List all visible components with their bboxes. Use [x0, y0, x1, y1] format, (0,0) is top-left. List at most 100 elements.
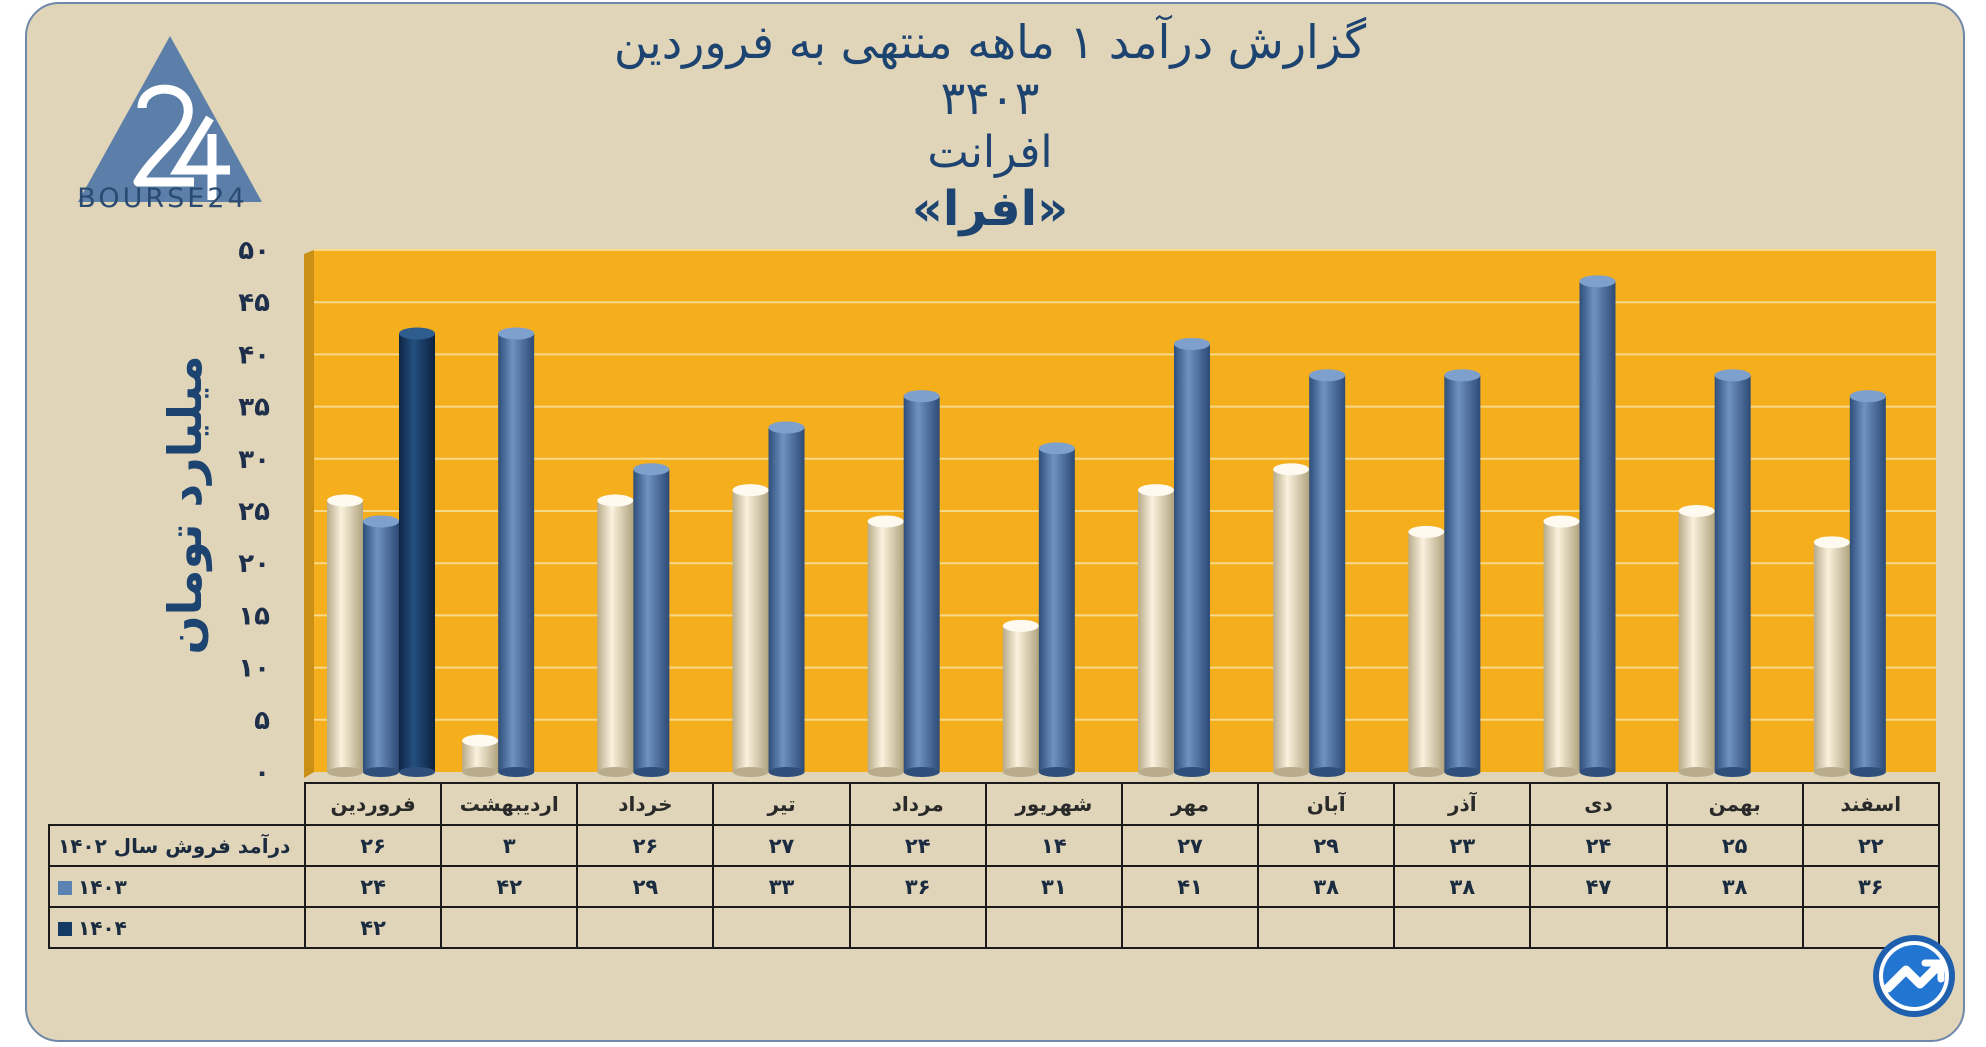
- y-tick-label: ۲۰: [238, 549, 270, 579]
- bar: [498, 327, 535, 777]
- bar: [1002, 619, 1039, 777]
- series-label: ۱۴۰۴: [48, 906, 306, 949]
- y-tick-label: ۲۵: [238, 497, 270, 527]
- data-label: ۳۶: [848, 865, 987, 908]
- trend-arrow-icon: [1873, 935, 1955, 1017]
- data-label: [1393, 906, 1532, 949]
- data-label: ۴۱: [1120, 865, 1260, 908]
- y-tick-label: ۰: [254, 758, 270, 788]
- x-tick-label: فروردین: [303, 782, 443, 826]
- logo-text: BOURSE24: [77, 183, 248, 214]
- bar: [1579, 275, 1616, 777]
- y-tick-label: ۱۰: [238, 654, 270, 684]
- data-label: ۲۶: [576, 824, 715, 867]
- bar: [462, 734, 499, 777]
- data-label: ۲۴: [303, 865, 443, 908]
- data-label: ۳۸: [1665, 865, 1804, 908]
- data-label: ۲۵: [1665, 824, 1804, 867]
- series-name: ۱۴۰۳: [78, 874, 127, 899]
- bar: [1408, 525, 1445, 777]
- y-tick-label: ۴۰: [238, 340, 270, 370]
- title-line-3: «افرا»: [911, 180, 1069, 237]
- bar: [633, 463, 670, 777]
- y-tick-label: ۱۵: [238, 601, 270, 631]
- data-label: ۳۸: [1393, 865, 1532, 908]
- data-label: [1257, 906, 1396, 949]
- bar: [1038, 442, 1075, 777]
- table-row: درآمد فروش سال ۱۴۰۲ ۲۶ ۳ ۲۶ ۲۷ ۲۴ ۱۴ ۲۷ ۲۹ ۲۳ ۲۴ ۲۵…: [48, 824, 1940, 867]
- data-label: [712, 906, 851, 949]
- y-tick-label: ۵۰: [238, 236, 270, 266]
- data-label: ۲۴: [1529, 824, 1668, 867]
- table-corner: [49, 783, 305, 825]
- x-tick-label: آذر: [1393, 782, 1532, 826]
- bar: [768, 421, 805, 777]
- data-label: ۳۱: [984, 865, 1123, 908]
- series-label: درآمد فروش سال ۱۴۰۲: [48, 824, 306, 867]
- bar: [1543, 515, 1580, 777]
- bar: [399, 327, 435, 777]
- legend-key: [58, 922, 72, 936]
- bar: [597, 494, 634, 777]
- data-label: ۳: [440, 824, 579, 867]
- title-line-2: افرانت: [927, 127, 1053, 179]
- x-tick-label: تیر: [712, 782, 851, 826]
- data-label: ۲۹: [1257, 824, 1396, 867]
- plot-side-wall: [304, 250, 314, 778]
- bar: [1309, 369, 1346, 777]
- title-line-1: گزارش درآمد ۱ ماهه منتهی به فروردین ۳۴۰۳: [613, 15, 1367, 126]
- x-tick-label: مرداد: [848, 782, 987, 826]
- data-label: [440, 906, 579, 949]
- y-tick-label: ۴۵: [238, 288, 270, 318]
- data-label: [576, 906, 715, 949]
- data-label: ۲۷: [1120, 824, 1260, 867]
- series-label: ۱۴۰۳: [48, 865, 306, 908]
- series-name: ۱۴۰۴: [78, 915, 127, 940]
- x-tick-label: مهر: [1120, 782, 1260, 826]
- y-tick-label: ۳۰: [238, 445, 270, 475]
- table-row: ۱۴۰۴ ۴۲: [48, 906, 1940, 949]
- x-tick-label: اردیبهشت: [440, 782, 579, 826]
- bar: [1813, 536, 1850, 777]
- bar: [1444, 369, 1481, 777]
- data-label: ۲۴: [848, 824, 987, 867]
- data-label: [984, 906, 1123, 949]
- y-tick-label: ۳۵: [238, 393, 270, 423]
- data-label: ۲۷: [712, 824, 851, 867]
- data-label: ۳۶: [1801, 865, 1940, 908]
- data-label: ۳۸: [1257, 865, 1396, 908]
- data-label: ۴۲: [303, 906, 443, 949]
- data-label: [1529, 906, 1668, 949]
- bourse24-logo-icon: [78, 36, 262, 202]
- data-label: ۲۲: [1801, 824, 1940, 867]
- bar: [1849, 390, 1886, 777]
- data-label: [1665, 906, 1804, 949]
- bar: [867, 515, 904, 777]
- data-label: ۲۹: [576, 865, 715, 908]
- x-tick-label: شهریور: [984, 782, 1123, 826]
- chart-title: گزارش درآمد ۱ ماهه منتهی به فروردین ۳۴۰۳…: [560, 14, 1420, 238]
- bar: [1273, 463, 1310, 777]
- data-label: [848, 906, 987, 949]
- y-tick-label: ۵: [254, 706, 270, 736]
- x-tick-label: بهمن: [1665, 782, 1804, 826]
- bar: [327, 494, 363, 777]
- x-tick-label: اسفند: [1801, 782, 1940, 826]
- legend-key: [58, 881, 72, 895]
- data-label: [1120, 906, 1260, 949]
- data-label: ۴۷: [1529, 865, 1668, 908]
- bar: [1138, 484, 1174, 777]
- bar: [1678, 505, 1715, 777]
- table-row: ۱۴۰۳ ۲۴ ۴۲ ۲۹ ۳۳ ۳۶ ۳۱ ۴۱ ۳۸ ۳۸ ۴۷ ۳۸ ۳۶: [48, 865, 1940, 908]
- data-table: فروردین اردیبهشت خرداد تیر مرداد شهریور مهر آبا…: [48, 782, 1940, 949]
- bar: [732, 484, 769, 777]
- data-label: ۳۳: [712, 865, 851, 908]
- data-label: ۴۲: [440, 865, 579, 908]
- x-tick-label: خرداد: [576, 782, 715, 826]
- data-label: ۲۶: [303, 824, 443, 867]
- x-tick-label: دی: [1529, 782, 1668, 826]
- data-label: ۱۴: [984, 824, 1123, 867]
- series-name: درآمد فروش سال ۱۴۰۲: [58, 833, 291, 858]
- bar: [1174, 337, 1210, 777]
